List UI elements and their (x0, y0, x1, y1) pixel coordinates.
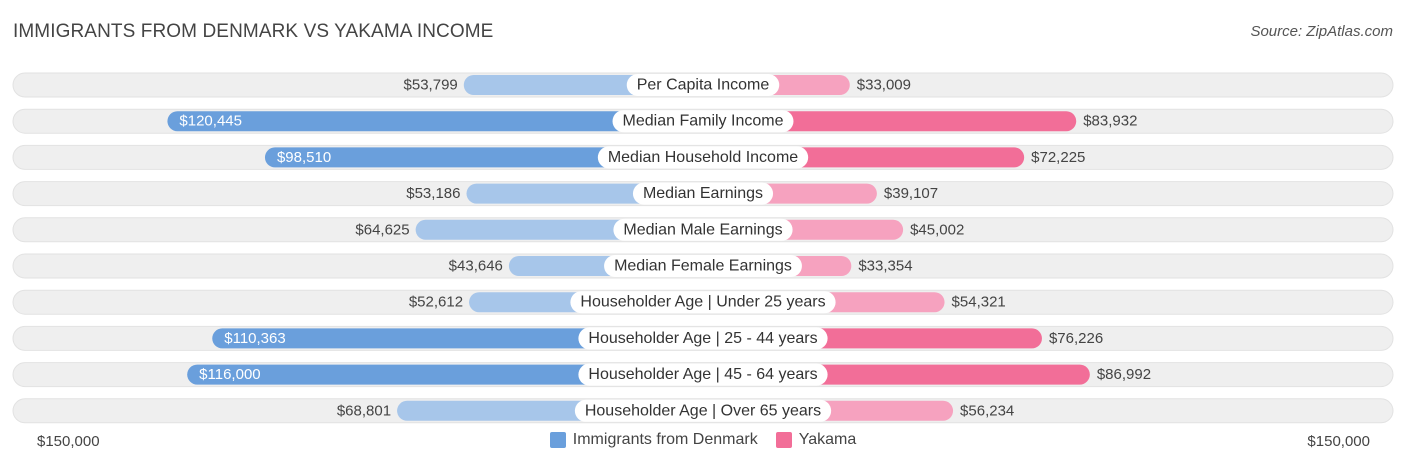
legend-label-denmark: Immigrants from Denmark (572, 431, 758, 448)
source-credit: Source: ZipAtlas.com (1250, 23, 1393, 40)
value-label-denmark: $120,445 (179, 113, 242, 130)
axis-right-label: $150,000 (1307, 433, 1370, 450)
category-label-pill (597, 146, 809, 169)
category-label: Median Male Earnings (623, 221, 782, 238)
chart-row: $53,186 $39,107 Median Earnings (12, 181, 1394, 207)
value-label-yakama: $39,107 (884, 185, 938, 202)
category-label: Median Earnings (643, 185, 763, 202)
axis-left-label: $150,000 (37, 433, 100, 450)
bar-denmark (187, 364, 704, 385)
value-label-yakama: $76,226 (1049, 330, 1103, 347)
value-label-denmark: $110,363 (224, 330, 285, 347)
value-label-yakama: $72,225 (1031, 149, 1085, 166)
category-label: Median Female Earnings (614, 258, 792, 275)
category-label-pill (632, 182, 774, 205)
value-label-denmark: $52,612 (409, 294, 463, 311)
category-label-pill (626, 74, 780, 96)
chart-row: $98,510 $72,225 Median Household Income (12, 144, 1394, 170)
value-label-denmark: $68,801 (337, 402, 391, 419)
value-label-yakama: $33,354 (858, 258, 912, 275)
bar-yakama (703, 111, 1077, 132)
category-label: Median Household Income (608, 149, 798, 166)
value-label-denmark: $53,799 (404, 77, 458, 94)
legend-item-denmark: Immigrants from Denmark (549, 431, 758, 449)
value-label-denmark: $98,510 (277, 149, 331, 166)
category-label-pill (578, 327, 828, 350)
legend-swatch-denmark (549, 432, 566, 448)
category-label-pill (613, 218, 793, 241)
legend-item-yakama: Yakama (775, 431, 857, 449)
value-label-yakama: $45,002 (910, 221, 964, 238)
chart-row: $110,363 $76,226 Householder Age | 25 - 44… (12, 325, 1394, 351)
value-label-denmark: $116,000 (199, 366, 260, 383)
chart-row: $64,625 $45,002 Median Male Earnings (12, 217, 1394, 243)
value-label-denmark: $53,186 (406, 185, 460, 202)
chart-row: $43,646 $33,354 Median Female Earnings (12, 253, 1394, 279)
category-label-pill (570, 291, 836, 314)
legend: Immigrants from Denmark Yakama (0, 431, 1406, 449)
value-label-yakama: $56,234 (960, 402, 1014, 419)
category-label-pill (612, 110, 794, 133)
value-label-yakama: $83,932 (1083, 113, 1137, 130)
chart-row: $116,000 $86,992 Householder Age | 45 - 64… (12, 362, 1394, 388)
category-label-pill (578, 363, 828, 386)
chart-title: IMMIGRANTS FROM DENMARK VS YAKAMA INCOME (13, 21, 494, 42)
category-label: Householder Age | Under 25 years (580, 294, 825, 311)
value-label-denmark: $64,625 (355, 221, 409, 238)
category-label: Per Capita Income (637, 77, 770, 94)
legend-label-yakama: Yakama (798, 431, 857, 448)
category-label: Householder Age | Over 65 years (585, 402, 821, 419)
value-label-denmark: $43,646 (449, 258, 503, 275)
chart-row: $53,799 $33,009 Per Capita Income (12, 72, 1394, 98)
bar-denmark (167, 111, 703, 132)
value-label-yakama: $33,009 (857, 77, 911, 94)
value-label-yakama: $86,992 (1097, 366, 1151, 383)
chart-row: $52,612 $54,321 Householder Age | Under 25… (12, 289, 1394, 315)
legend-swatch-yakama (775, 432, 792, 448)
chart-row: $68,801 $56,234 Householder Age | Over 65 … (12, 398, 1394, 424)
category-label: Householder Age | 45 - 64 years (588, 366, 817, 383)
category-label-pill (574, 399, 832, 422)
category-label-pill (604, 255, 802, 277)
category-label: Householder Age | 25 - 44 years (588, 330, 817, 347)
bar-denmark (264, 147, 703, 168)
category-label: Median Family Income (623, 113, 784, 130)
chart-row: $120,445 $83,932 Median Family Income (12, 108, 1394, 134)
value-label-yakama: $54,321 (952, 294, 1006, 311)
